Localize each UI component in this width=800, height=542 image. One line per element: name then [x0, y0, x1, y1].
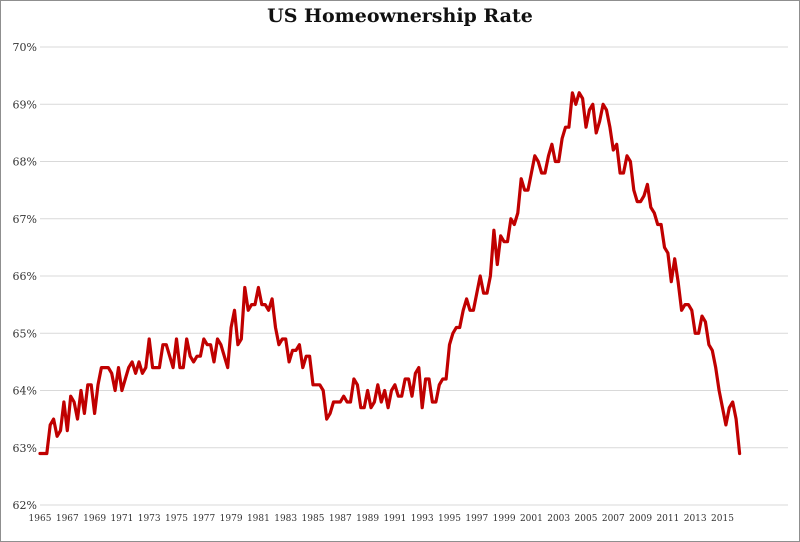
y-tick-label: 65% — [13, 327, 37, 340]
chart-title: US Homeownership Rate — [267, 5, 533, 27]
x-tick-label: 2007 — [602, 514, 625, 524]
x-tick-label: 1987 — [329, 514, 352, 524]
y-tick-label: 69% — [13, 98, 37, 111]
x-tick-label: 1991 — [383, 514, 406, 524]
x-tick-label: 2015 — [711, 514, 734, 524]
x-tick-label: 1965 — [29, 514, 52, 524]
y-tick-label: 70% — [13, 41, 37, 54]
x-tick-label: 1971 — [110, 514, 133, 524]
x-tick-label: 1997 — [465, 514, 488, 524]
x-tick-label: 2013 — [684, 514, 707, 524]
x-tick-label: 1985 — [302, 514, 325, 524]
x-tick-label: 2001 — [520, 514, 543, 524]
x-tick-label: 2011 — [656, 514, 679, 524]
x-tick-label: 2003 — [547, 514, 570, 524]
x-tick-label: 1975 — [165, 514, 188, 524]
x-tick-label: 1989 — [356, 514, 379, 524]
y-tick-label: 64% — [13, 385, 37, 398]
x-tick-label: 1969 — [83, 514, 106, 524]
y-tick-label: 67% — [13, 213, 37, 226]
x-tick-label: 1999 — [493, 514, 516, 524]
x-tick-label: 1993 — [411, 514, 434, 524]
x-tick-label: 1977 — [192, 514, 215, 524]
x-tick-label: 1979 — [220, 514, 243, 524]
x-tick-label: 1967 — [56, 514, 79, 524]
x-tick-label: 1981 — [247, 514, 270, 524]
x-tick-label: 2009 — [629, 514, 652, 524]
y-tick-label: 62% — [13, 499, 37, 512]
y-tick-label: 63% — [13, 442, 37, 455]
x-tick-label: 1995 — [438, 514, 461, 524]
y-tick-label: 68% — [13, 156, 37, 169]
x-tick-label: 1973 — [138, 514, 161, 524]
y-tick-label: 66% — [13, 270, 37, 283]
series-line — [38, 91, 742, 456]
x-tick-label: 2005 — [575, 514, 598, 524]
x-tick-label: 1983 — [274, 514, 297, 524]
